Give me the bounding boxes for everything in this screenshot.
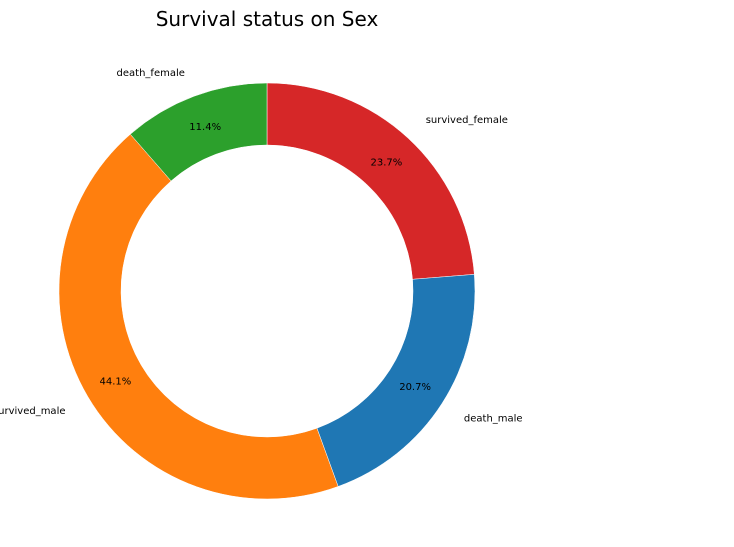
slice-label-survived-male: survived_male	[0, 406, 66, 417]
donut-slices	[58, 82, 476, 500]
slice-death-female	[129, 82, 268, 182]
chart-title: Survival status on Sex	[156, 7, 379, 31]
slice-pct-survived-male: 44.1%	[100, 376, 132, 387]
slice-labels: survived_female 23.7% death_male 20.7% survi…	[0, 68, 523, 424]
slice-label-death-female: death_female	[117, 68, 185, 79]
slice-death-male	[316, 274, 476, 487]
slice-label-survived-female: survived_female	[426, 115, 508, 126]
slice-survived-male	[58, 133, 339, 500]
slice-survived-female	[266, 82, 475, 280]
slice-pct-survived-female: 23.7%	[371, 158, 403, 169]
slice-label-death-male: death_male	[464, 413, 523, 424]
slice-pct-death-female: 11.4%	[189, 122, 221, 133]
slice-pct-death-male: 20.7%	[399, 382, 431, 393]
